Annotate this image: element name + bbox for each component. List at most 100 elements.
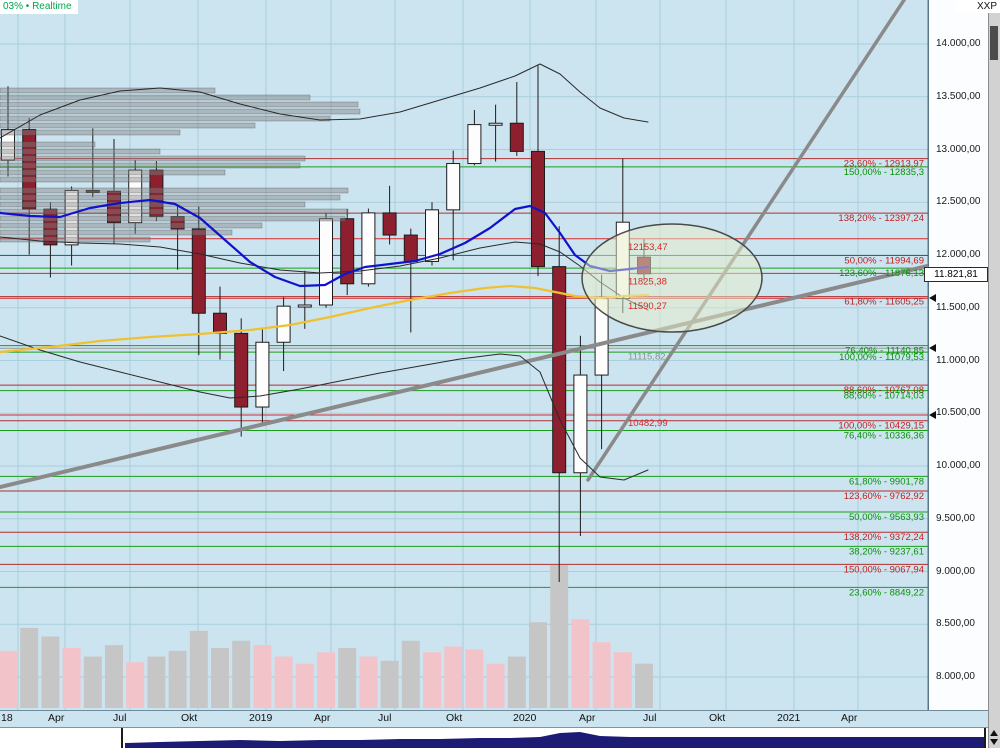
time-axis-label: Jul: [643, 712, 657, 724]
trendline[interactable]: [586, 0, 908, 482]
volume-bar: [62, 647, 81, 708]
volume-bar: [0, 650, 17, 708]
price-line-label: 10482,99: [628, 418, 668, 429]
time-axis-label: 2020: [513, 712, 537, 724]
chart-navigator[interactable]: [0, 727, 988, 748]
volume-bar: [147, 656, 166, 708]
price-axis-label: 12.000,00: [936, 249, 981, 260]
price-line-label: 12153,47: [628, 242, 668, 253]
candle: [213, 312, 227, 334]
price-line-label: 11115,82: [628, 351, 666, 362]
fib-level-label: 50,00% - 9563,93: [849, 512, 924, 523]
chart-canvas[interactable]: 23,60% - 12913,97 150,00% - 12835,3 138,20…: [0, 0, 988, 710]
candle: [509, 122, 524, 152]
candle: [255, 341, 270, 408]
candle: [85, 189, 100, 193]
candle: [297, 304, 312, 308]
volume-bar: [41, 636, 60, 708]
fib-level-label: 38,20% - 9237,61: [849, 546, 924, 557]
price-axis-label: 11.500,00: [936, 301, 980, 313]
fib-level-label: 61,80% - 11605,25: [844, 297, 924, 308]
volume-bar: [20, 627, 39, 708]
price-axis-label: 10.000,00: [936, 460, 981, 471]
price-alert-marker-icon: [929, 344, 936, 353]
fib-level-label: 100,00% - 11079,53: [839, 352, 924, 363]
candle: [191, 228, 206, 314]
candle: [1, 129, 15, 161]
fib-level-label: 76,40% - 11140,85: [845, 346, 924, 357]
volume-bar: [317, 652, 335, 708]
bollinger-upper-line: [0, 63, 649, 139]
time-axis-label: 18: [1, 712, 13, 724]
fib-level-label: 50,00% - 11994,69: [844, 256, 924, 267]
navigator-right-edge[interactable]: [984, 728, 986, 748]
candle: [64, 189, 79, 246]
bollinger-lower-line: [0, 335, 649, 481]
volume-bar: [359, 656, 378, 708]
realtime-status: 03% • Realtime: [0, 0, 78, 14]
volume-bar: [613, 652, 632, 708]
symbol-label: XXP: [956, 0, 1000, 13]
scrollbar-thumb[interactable]: [990, 26, 998, 60]
fib-level-label: 88,60% - 10714,03: [844, 391, 924, 402]
scroll-down-arrow-icon[interactable]: [990, 739, 998, 745]
fib-level-label: 123,60% - 11876,13: [839, 268, 924, 279]
fib-level-label: 138,20% - 9372,24: [844, 532, 924, 543]
time-axis-label: Apr: [579, 712, 596, 724]
current-price-badge: 11.821,81: [924, 267, 988, 282]
volume-bar: [232, 640, 251, 708]
volume-bar: [295, 663, 314, 708]
volume-bar: [423, 652, 441, 708]
fib-level-label: 123,60% - 9762,92: [844, 491, 924, 502]
price-axis[interactable]: 14.000,00 13.500,00 13.000,00 12.500,00 12.0…: [928, 0, 988, 710]
price-axis-label: 9.000,00: [936, 565, 975, 577]
candle: [488, 122, 503, 126]
time-axis-label: Okt: [181, 712, 198, 724]
volume-bar: [105, 645, 123, 708]
price-axis-label: 8.000,00: [936, 671, 975, 682]
volume-bar: [126, 662, 145, 708]
volume-layer: [0, 565, 653, 708]
fib-level-label: 23,60% - 8849,22: [849, 587, 924, 598]
price-axis-label: 10.500,00: [936, 407, 981, 419]
price-axis-label: 13.000,00: [936, 143, 981, 155]
time-axis-label: Okt: [709, 712, 726, 724]
trend-layer[interactable]: [0, 0, 942, 489]
candle: [361, 212, 376, 285]
navigator-wave: [125, 732, 985, 748]
price-axis-label: 13.500,00: [936, 90, 981, 102]
time-axis-label: 2021: [777, 712, 801, 724]
volume-bar: [529, 622, 547, 708]
volume-bar: [253, 645, 272, 708]
fib-level-label: 61,80% - 9901,78: [849, 476, 924, 487]
volume-bar: [635, 663, 653, 708]
ellipse-annotation[interactable]: [581, 223, 763, 333]
volume-bar: [83, 656, 102, 708]
time-axis-label: Okt: [446, 712, 463, 724]
candle: [573, 374, 588, 474]
volume-bar: [211, 647, 229, 708]
time-axis-label: Apr: [314, 712, 331, 724]
candle: [340, 218, 355, 285]
volume-bar: [550, 565, 569, 708]
volume-bar: [168, 650, 187, 708]
slow-ma-line: [0, 284, 650, 354]
price-axis-label: 11.000,00: [936, 354, 980, 366]
price-axis-label: 9.500,00: [936, 512, 975, 524]
vertical-scrollbar[interactable]: [988, 0, 1000, 748]
scroll-up-arrow-icon[interactable]: [990, 730, 998, 736]
volume-bar: [592, 642, 611, 708]
bollinger-middle-line: [0, 236, 649, 311]
ellipse-layer[interactable]: [581, 223, 763, 333]
candle: [234, 332, 249, 408]
price-axis-label: 8.500,00: [936, 618, 975, 630]
time-axis[interactable]: 18 Apr Jul Okt 2019 Apr Jul Okt 2020 Apr Jul Okt 202…: [0, 710, 988, 727]
volume-bar: [338, 647, 357, 708]
navigator-left-edge[interactable]: [121, 728, 123, 748]
trendline[interactable]: [0, 261, 942, 489]
volume-bar: [274, 656, 293, 708]
volume-bar: [507, 656, 526, 708]
